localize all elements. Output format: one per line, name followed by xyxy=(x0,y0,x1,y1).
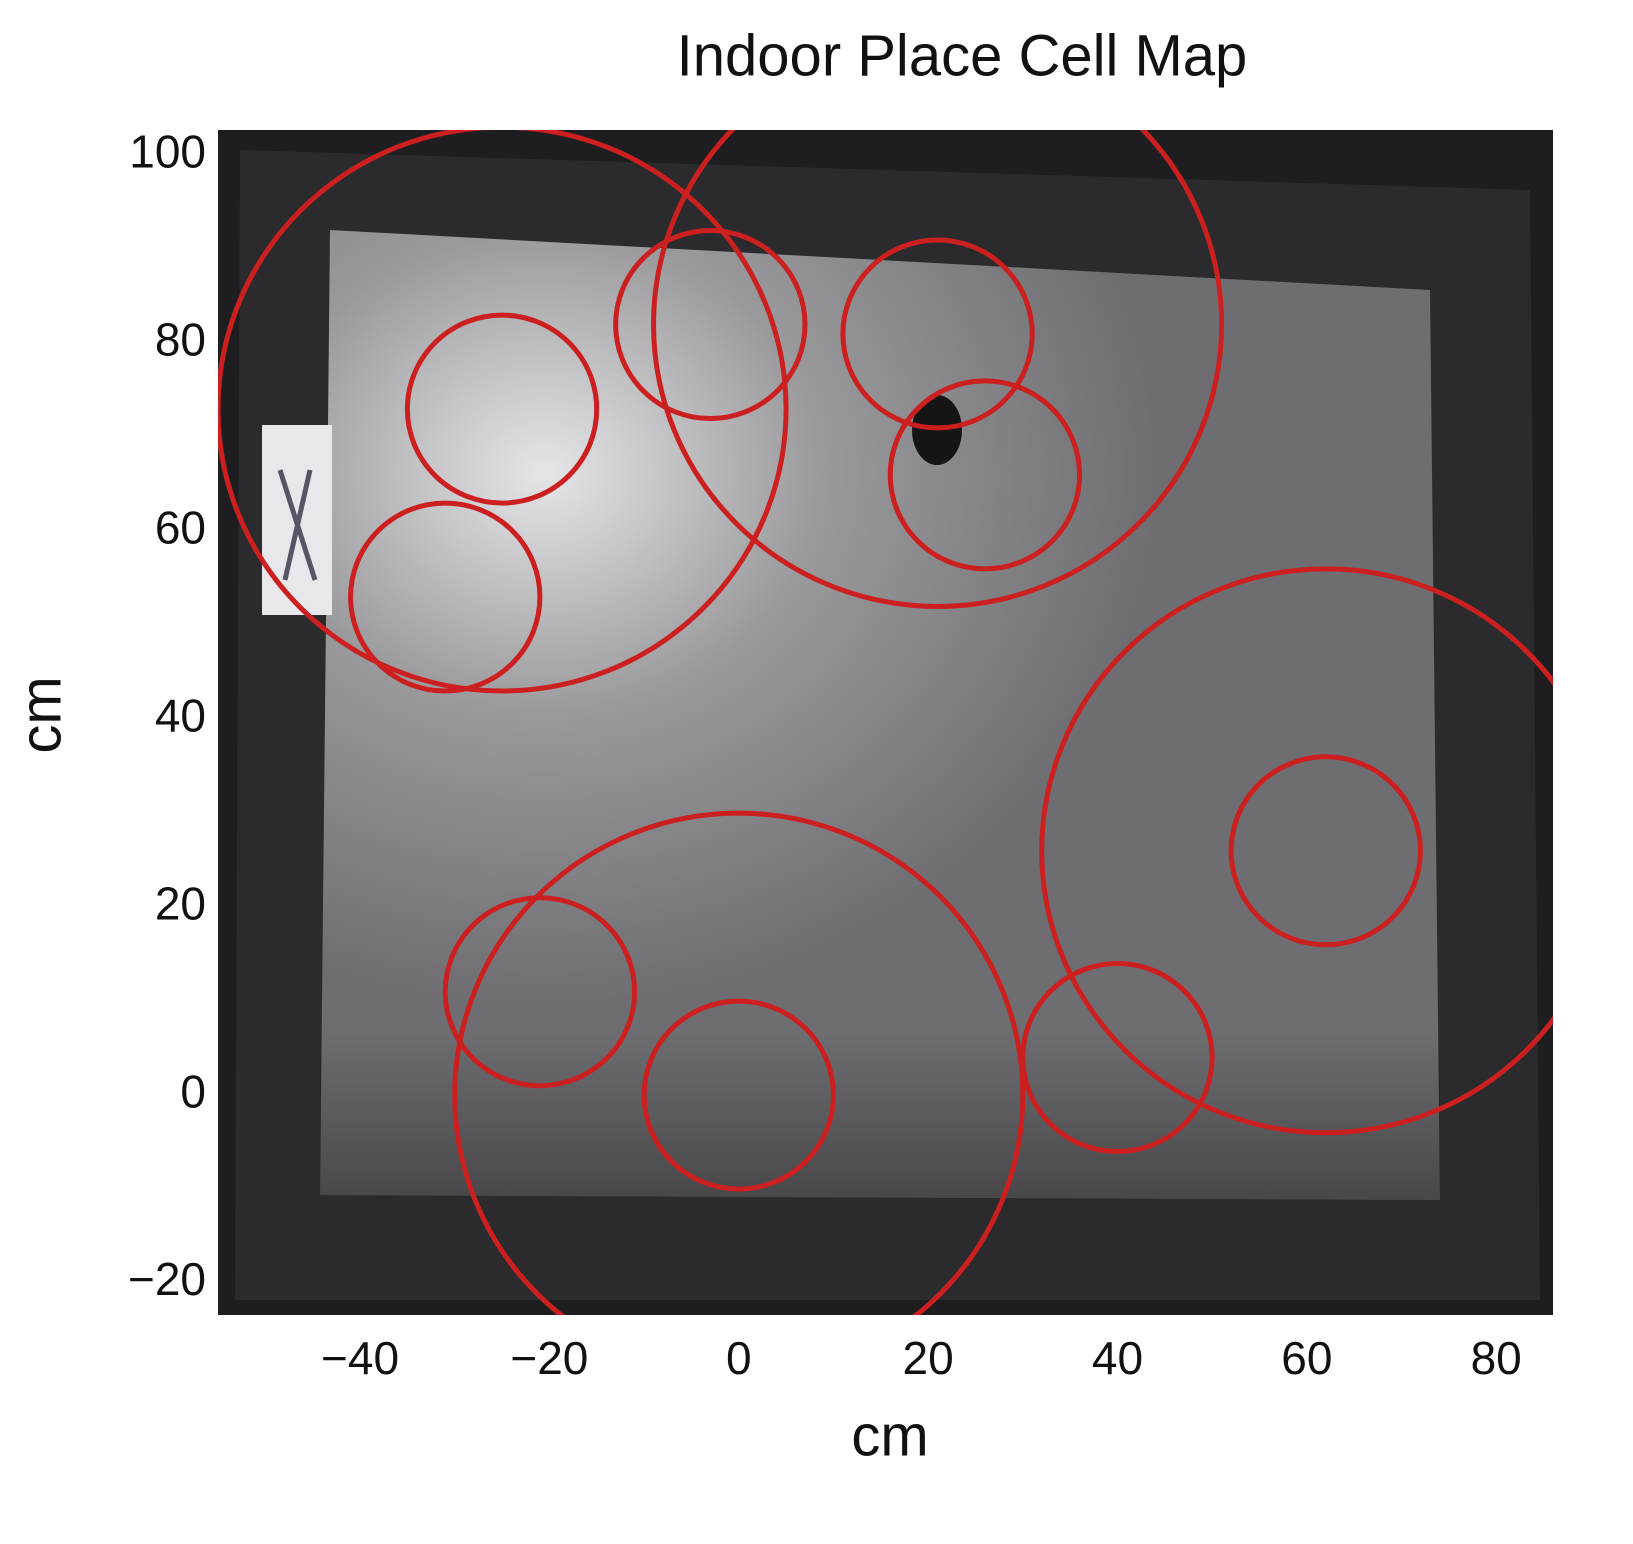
x-tick-label: 0 xyxy=(726,1332,752,1384)
place-field xyxy=(840,237,1035,431)
y-tick-label: 60 xyxy=(155,501,206,553)
place-field xyxy=(1020,961,1215,1154)
y-axis-label: cm xyxy=(8,676,73,753)
x-tick-label: −20 xyxy=(510,1332,588,1384)
x-axis-label: cm xyxy=(851,1403,928,1468)
place-field xyxy=(348,500,543,694)
x-tick-label: 60 xyxy=(1281,1332,1332,1384)
place-field xyxy=(887,378,1083,572)
x-tick-label: 20 xyxy=(903,1332,954,1384)
y-tick-label: 80 xyxy=(155,313,206,365)
x-tick-label: 80 xyxy=(1471,1332,1522,1384)
x-tick-label: −40 xyxy=(321,1332,399,1384)
place-field xyxy=(404,312,600,506)
place-field xyxy=(1039,566,1553,1136)
x-tick-label: 40 xyxy=(1092,1332,1143,1384)
y-tick-label: 20 xyxy=(155,877,206,929)
place-field xyxy=(452,810,1026,1315)
place-field xyxy=(1228,754,1423,948)
place-field xyxy=(641,998,836,1192)
plot-area xyxy=(218,130,1553,1315)
y-tick-label: −20 xyxy=(128,1253,206,1305)
arena-photo xyxy=(218,130,1553,1315)
place-field xyxy=(651,130,1225,609)
y-tick-label: 0 xyxy=(180,1065,206,1117)
place-field xyxy=(218,130,789,694)
place-field xyxy=(442,895,638,1089)
y-tick-label: 40 xyxy=(155,689,206,741)
place-field xyxy=(613,228,808,421)
chart-title: Indoor Place Cell Map xyxy=(677,23,1248,88)
y-tick-label: 100 xyxy=(129,126,206,178)
